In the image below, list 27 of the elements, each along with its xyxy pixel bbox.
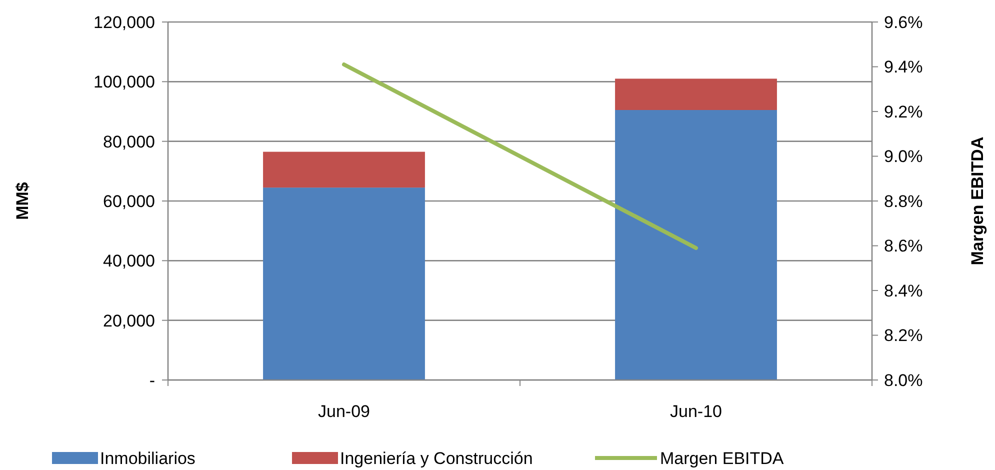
y-axis-title: MM$ bbox=[13, 182, 32, 220]
y2-tick-label: 8.4% bbox=[884, 281, 923, 300]
bar bbox=[615, 110, 777, 380]
y2-tick-label: 9.4% bbox=[884, 58, 923, 77]
y-tick-label: 40,000 bbox=[103, 252, 155, 271]
y2-tick-label: 8.6% bbox=[884, 236, 923, 256]
y-tick-label: 80,000 bbox=[103, 132, 155, 152]
y-tick-label: 20,000 bbox=[103, 311, 155, 330]
legend-label: Inmobiliarios bbox=[100, 448, 196, 468]
y2-tick-label: 9.2% bbox=[884, 102, 923, 122]
legend-label: Ingeniería y Construcción bbox=[340, 448, 533, 468]
bar bbox=[615, 78, 777, 110]
x-tick-label: Jun-10 bbox=[670, 402, 722, 421]
y-tick-label: 100,000 bbox=[94, 72, 155, 92]
y2-axis-title: Margen EBITDA bbox=[968, 136, 987, 266]
y2-tick-label: 8.8% bbox=[884, 192, 923, 211]
y2-tick-label: 9.6% bbox=[884, 12, 923, 32]
y-tick-label: 120,000 bbox=[94, 12, 155, 32]
y2-tick-label: 8.2% bbox=[884, 326, 923, 346]
x-tick-label: Jun-09 bbox=[318, 402, 370, 421]
y2-tick-label: 8.0% bbox=[884, 370, 923, 390]
y2-tick-label: 9.0% bbox=[884, 147, 923, 166]
bar bbox=[263, 152, 425, 188]
y-tick-label: 60,000 bbox=[103, 192, 155, 211]
bar bbox=[263, 188, 425, 380]
legend-label: Margen EBITDA bbox=[660, 448, 784, 468]
y-tick-label: - bbox=[149, 370, 155, 390]
